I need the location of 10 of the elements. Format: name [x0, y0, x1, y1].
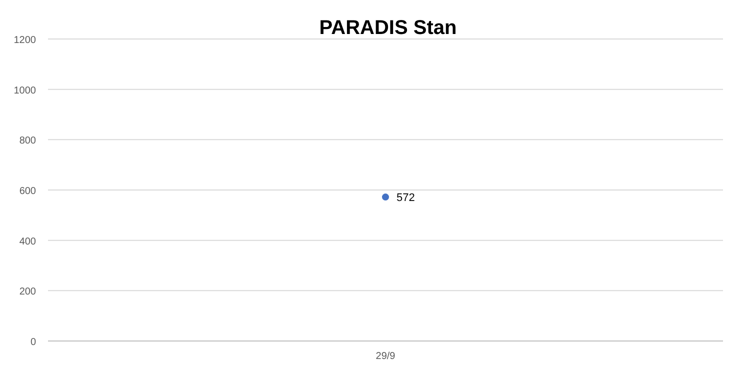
y-tick-label: 400: [19, 236, 36, 248]
y-tick-label: 1000: [14, 85, 36, 96]
x-tick-label: 29/9: [376, 351, 396, 362]
y-tick-label: 1200: [14, 35, 36, 46]
y-tick-label: 0: [30, 337, 36, 348]
y-tick-label: 600: [19, 186, 36, 197]
y-tick-label: 800: [19, 136, 36, 147]
y-tick-label: 200: [19, 286, 36, 298]
chart-title: PARADIS Stan: [319, 17, 457, 39]
data-label: 572: [396, 192, 415, 204]
